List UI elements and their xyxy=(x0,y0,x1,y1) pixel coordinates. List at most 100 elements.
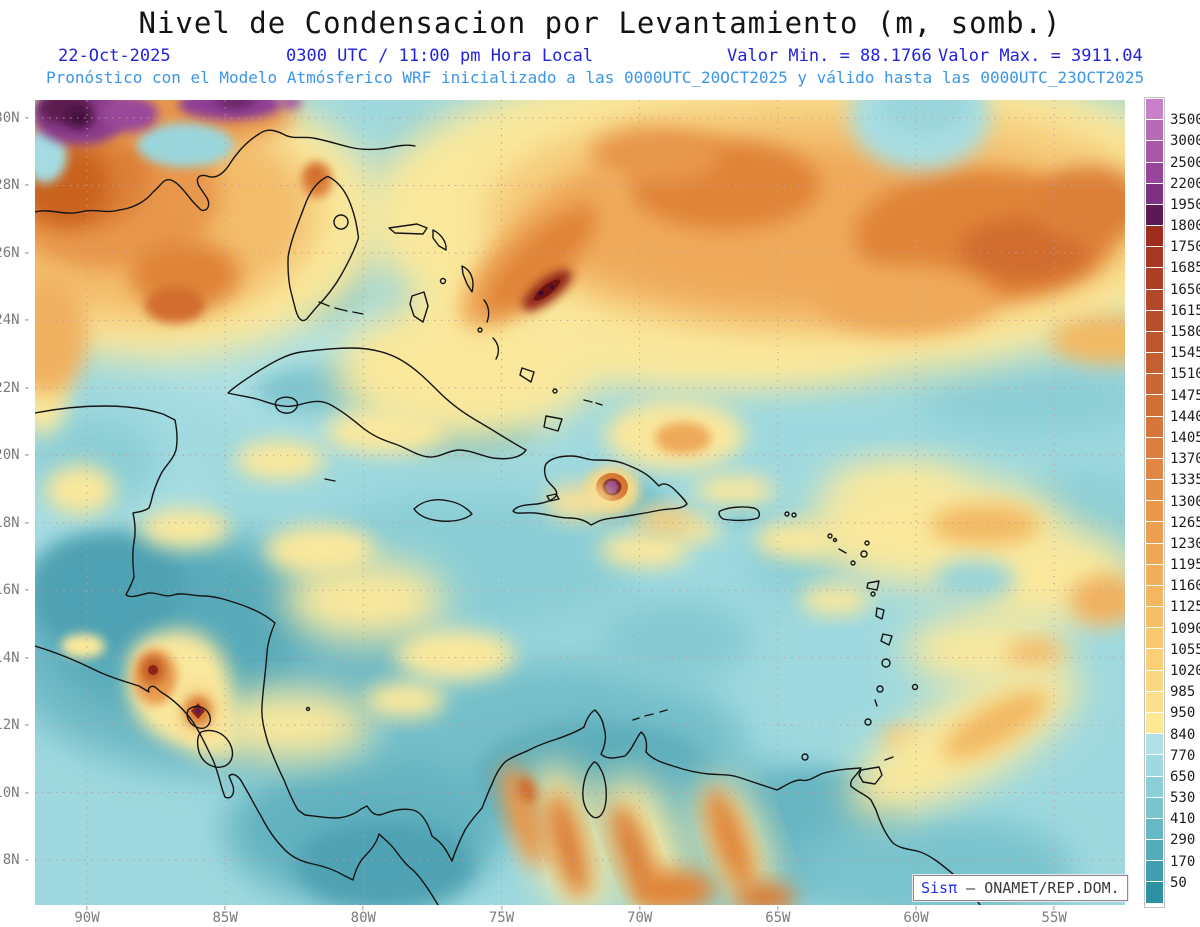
colorbar-swatch xyxy=(1146,585,1163,608)
tobago xyxy=(884,756,894,761)
lat-label-24N: 24N xyxy=(0,312,31,328)
colorbar-swatch xyxy=(1146,797,1163,819)
colorbar-swatch xyxy=(1146,564,1163,586)
trinidad xyxy=(858,766,883,785)
colorbar-label-1020: 1020 xyxy=(1170,662,1200,679)
grid-layer xyxy=(35,100,1125,905)
lake-okeechobee xyxy=(333,214,349,230)
lake-nicaragua xyxy=(196,729,234,768)
lon-label-70W: 70W xyxy=(627,906,652,926)
lat-label-30N: 30N xyxy=(0,110,31,126)
colorbar-label-1265: 1265 xyxy=(1170,514,1200,531)
colorbar-label-1650: 1650 xyxy=(1170,281,1200,298)
colorbar-swatch xyxy=(1146,458,1163,481)
valid-date: 22-Oct-2025 xyxy=(58,46,171,66)
colorbar-label-1615: 1615 xyxy=(1170,302,1200,319)
colorbar-label-1230: 1230 xyxy=(1170,535,1200,552)
latitude-axis: 30N 28N 26N 24N 22N 20N 18N 16N 14N 12N 10N 8N xyxy=(0,0,33,927)
cuba xyxy=(227,347,527,460)
jamaica xyxy=(413,499,473,522)
colorbar-swatch xyxy=(1146,204,1163,227)
lon-label-80W: 80W xyxy=(351,906,376,926)
colorbar-label-290: 290 xyxy=(1170,832,1196,849)
colorbar-label-50: 50 xyxy=(1170,874,1187,891)
colorbar-swatch xyxy=(1146,226,1163,248)
colorbar-label-1800: 1800 xyxy=(1170,218,1200,235)
lon-label-65W: 65W xyxy=(765,906,790,926)
lat-label-14N: 14N xyxy=(0,650,31,666)
contour-field-svg xyxy=(35,100,1125,905)
hispaniola xyxy=(512,455,688,526)
lat-label-16N: 16N xyxy=(0,582,31,598)
colorbar-swatch xyxy=(1146,861,1163,883)
watermark-badge: Sisπ – ONAMET/REP.DOM. xyxy=(913,875,1128,901)
colorbar-label-770: 770 xyxy=(1170,747,1196,764)
coastline-layer xyxy=(35,129,981,905)
caribbean-mainland-coast xyxy=(35,405,981,905)
lon-label-90W: 90W xyxy=(74,906,99,926)
value-max-label: Valor Max. = 3911.04 xyxy=(938,46,1143,66)
colorbar-swatch xyxy=(1146,480,1163,502)
colorbar-swatch xyxy=(1146,712,1163,735)
lat-label-26N: 26N xyxy=(0,245,31,261)
valid-time: 0300 UTC / 11:00 pm Hora Local xyxy=(286,46,594,66)
colorbar-label-1300: 1300 xyxy=(1170,493,1200,510)
colorbar-swatch xyxy=(1146,247,1163,269)
colorbar-label-3500: 3500 xyxy=(1170,112,1200,129)
colorbar-label-1440: 1440 xyxy=(1170,408,1200,425)
colorbar-label-1580: 1580 xyxy=(1170,324,1200,341)
colorbar-label-2500: 2500 xyxy=(1170,154,1200,171)
colorbar-swatch xyxy=(1146,331,1163,354)
colorbar-swatch xyxy=(1146,437,1163,459)
lake-managua xyxy=(186,705,211,729)
lat-label-8N: 8N xyxy=(3,852,31,868)
puerto-rico xyxy=(718,506,761,522)
colorbar-swatch xyxy=(1146,882,1163,904)
colorbar-swatch xyxy=(1146,649,1163,671)
map-canvas xyxy=(35,100,1125,905)
bahamas-dark-red-blob xyxy=(522,269,572,311)
colorbar-label-1545: 1545 xyxy=(1170,345,1200,362)
colorbar-swatch xyxy=(1146,670,1163,692)
colorbar-label-2200: 2200 xyxy=(1170,175,1200,192)
colorbar-swatch xyxy=(1146,268,1163,290)
colorbar-swatch xyxy=(1146,501,1163,523)
watermark-org: – ONAMET/REP.DOM. xyxy=(966,879,1120,897)
colorbar-label-1510: 1510 xyxy=(1170,366,1200,383)
colorbar-label-1475: 1475 xyxy=(1170,387,1200,404)
colorbar-swatch xyxy=(1146,543,1163,565)
colorbar-swatch xyxy=(1146,607,1163,629)
colorbar-label-1685: 1685 xyxy=(1170,260,1200,277)
florida-peninsula xyxy=(287,175,360,322)
colorbar-swatch xyxy=(1146,628,1163,650)
colorbar-label-410: 410 xyxy=(1170,811,1196,828)
colorbar-label-650: 650 xyxy=(1170,768,1196,785)
lon-label-85W: 85W xyxy=(213,906,238,926)
colorbar-label-1090: 1090 xyxy=(1170,620,1200,637)
lesser-antilles xyxy=(305,511,919,761)
colorbar-swatch xyxy=(1146,374,1163,396)
forecast-subtitle: Pronóstico con el Modelo Atmósferico WRF… xyxy=(46,68,1145,87)
lon-label-60W: 60W xyxy=(903,906,928,926)
colorbar-label-1055: 1055 xyxy=(1170,641,1200,658)
colorbar-label-1750: 1750 xyxy=(1170,239,1200,256)
longitude-axis: 90W 85W 80W 75W 70W 65W 60W 55W xyxy=(0,906,1200,927)
colorbar-label-1950: 1950 xyxy=(1170,196,1200,213)
gonave-island xyxy=(546,493,560,502)
colorbar-swatch xyxy=(1146,416,1163,438)
colorbar-swatch xyxy=(1146,522,1163,544)
colorbar-swatch xyxy=(1146,183,1163,205)
colorbar-swatch xyxy=(1146,289,1163,311)
colorbar-label-1335: 1335 xyxy=(1170,472,1200,489)
lon-label-75W: 75W xyxy=(489,906,514,926)
colorbar-swatch xyxy=(1146,120,1163,142)
us-gulf-coast xyxy=(35,129,416,214)
colorbar-label-950: 950 xyxy=(1170,705,1196,722)
lat-label-22N: 22N xyxy=(0,380,31,396)
colorbar-label-1125: 1125 xyxy=(1170,599,1200,616)
colorbar-label-1405: 1405 xyxy=(1170,429,1200,446)
colorbar-swatch xyxy=(1146,840,1163,862)
colorbar-label-1160: 1160 xyxy=(1170,578,1200,595)
cayman xyxy=(324,478,336,482)
bahamas-islands xyxy=(388,223,603,432)
